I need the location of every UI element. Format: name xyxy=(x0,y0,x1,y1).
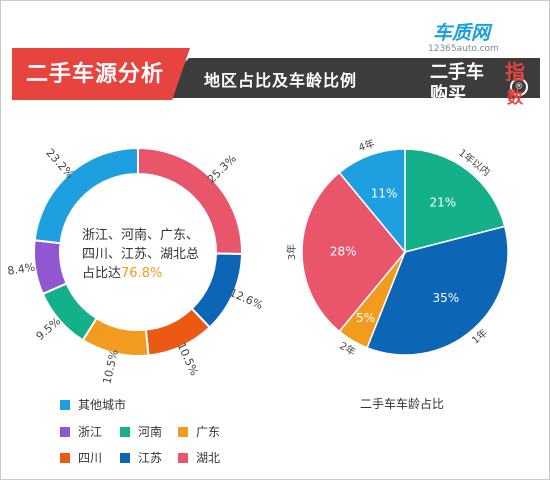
legend-label: 其他城市 xyxy=(78,398,127,412)
logo-accent-2: 数 xyxy=(507,88,524,107)
main-title: 二手车源分析 xyxy=(26,62,165,87)
donut-slice-6 xyxy=(33,146,139,245)
pie-value-1: 35% xyxy=(433,291,460,305)
logo-url: 12365auto.com xyxy=(428,44,499,54)
legend-item-1: 浙江 xyxy=(60,423,102,440)
legend-label: 广东 xyxy=(196,425,221,439)
pie-value-3: 28% xyxy=(330,245,357,259)
legend-item-4: 四川 xyxy=(60,449,102,466)
legend-swatch xyxy=(60,427,70,437)
legend-label: 四川 xyxy=(78,451,103,465)
pie-name-3: 3年 xyxy=(285,244,298,260)
title-banner xyxy=(12,48,190,100)
legend-swatch xyxy=(60,453,70,463)
legend-label: 江苏 xyxy=(138,451,163,465)
pie-value-4: 11% xyxy=(371,186,398,200)
legend-item-2: 河南 xyxy=(120,423,162,440)
logo-brand: 车质网 xyxy=(433,22,491,44)
legend-item-0: 其他城市 xyxy=(60,396,126,413)
legend-swatch xyxy=(120,453,130,463)
legend-item-6: 湖北 xyxy=(178,449,220,466)
legend-swatch xyxy=(178,453,188,463)
center-text-main: 浙江、河南、广东、四川、江苏、湖北总占比达 xyxy=(82,228,200,281)
center-text-value: 76.8% xyxy=(121,266,163,281)
donut-label-0: 25.3% xyxy=(205,152,239,186)
legend-swatch xyxy=(60,400,70,410)
donut-label-1: 12.6% xyxy=(228,286,265,312)
legend-item-3: 广东 xyxy=(178,423,220,440)
registered-badge: ® xyxy=(510,78,528,96)
donut-label-3: 10.5% xyxy=(100,348,121,385)
legend-swatch xyxy=(120,427,130,437)
donut-slice-5 xyxy=(33,239,68,296)
sub-title: 地区占比及车龄比例 xyxy=(204,71,358,90)
pie-slice-4 xyxy=(338,148,406,255)
donut-label-5: 8.4% xyxy=(6,261,36,278)
pie-title: 二手车车龄占比 xyxy=(360,397,445,411)
legend-label: 河南 xyxy=(138,425,163,439)
pie-name-4: 4年 xyxy=(357,136,377,154)
donut-center-text: 浙江、河南、广东、四川、江苏、湖北总占比达76.8% xyxy=(82,226,206,283)
logo: 车质网 12365auto.com 二手车 购买 ® 指 数 xyxy=(400,14,540,110)
logo-line1: 二手车 xyxy=(430,62,484,83)
logo-line2: 购买 xyxy=(430,84,466,105)
pie-value-0: 21% xyxy=(430,196,457,210)
donut-label-2: 10.5% xyxy=(174,340,200,377)
logo-accent-1: 指 xyxy=(505,60,525,84)
header: 二手车源分析 地区占比及车龄比例 车质网 12365auto.com 二手车 购… xyxy=(0,0,550,120)
legend-label: 湖北 xyxy=(196,451,221,465)
subtitle-banner xyxy=(150,58,540,98)
legend-swatch xyxy=(178,427,188,437)
pie-value-2: 5% xyxy=(356,311,375,325)
pie-slice-0 xyxy=(404,148,506,253)
pie-slice-3 xyxy=(301,171,406,333)
donut-label-6: 23.2% xyxy=(43,146,76,181)
legend-label: 浙江 xyxy=(78,425,103,439)
legend-item-5: 江苏 xyxy=(120,449,162,466)
pie-slice-1 xyxy=(366,225,509,356)
